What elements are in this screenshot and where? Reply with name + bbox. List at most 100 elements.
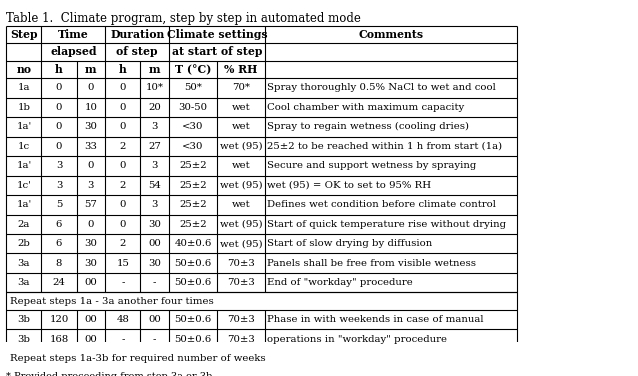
- Text: 27: 27: [148, 142, 161, 151]
- Text: 1b: 1b: [17, 103, 31, 112]
- Text: 1a': 1a': [17, 200, 31, 209]
- Text: 15: 15: [116, 259, 130, 268]
- Text: 3: 3: [87, 181, 94, 190]
- Text: 3: 3: [56, 181, 63, 190]
- Text: 1c': 1c': [17, 181, 31, 190]
- Text: Repeat steps 1a - 3a another four times: Repeat steps 1a - 3a another four times: [10, 297, 213, 306]
- Text: wet (95): wet (95): [219, 142, 262, 151]
- Text: operations in "workday" procedure: operations in "workday" procedure: [267, 335, 447, 344]
- Text: 30: 30: [148, 220, 161, 229]
- Text: -: -: [153, 278, 156, 287]
- Text: 1a: 1a: [18, 83, 30, 92]
- Text: 25±2: 25±2: [179, 220, 207, 229]
- Text: 2b: 2b: [17, 239, 31, 248]
- Text: -: -: [153, 335, 156, 344]
- Text: -: -: [121, 335, 124, 344]
- Text: 0: 0: [120, 83, 126, 92]
- Text: wet: wet: [232, 200, 250, 209]
- Text: 24: 24: [52, 278, 66, 287]
- Text: 25±2: 25±2: [179, 200, 207, 209]
- Text: 30: 30: [84, 259, 98, 268]
- Text: 1a': 1a': [17, 123, 31, 131]
- Text: 120: 120: [49, 315, 69, 324]
- Text: wet: wet: [232, 161, 250, 170]
- Text: 0: 0: [120, 161, 126, 170]
- Text: Secure and support wetness by spraying: Secure and support wetness by spraying: [267, 161, 477, 170]
- Text: Step: Step: [10, 29, 38, 40]
- Text: 0: 0: [56, 103, 62, 112]
- Text: 168: 168: [49, 335, 69, 344]
- Text: Defines wet condition before climate control: Defines wet condition before climate con…: [267, 200, 496, 209]
- Text: 3: 3: [151, 123, 158, 131]
- Text: 33: 33: [84, 142, 98, 151]
- Text: 3a: 3a: [18, 278, 30, 287]
- Text: 00: 00: [85, 315, 97, 324]
- Text: 48: 48: [116, 315, 130, 324]
- Text: 70±3: 70±3: [227, 259, 255, 268]
- Text: Start of slow drying by diffusion: Start of slow drying by diffusion: [267, 239, 433, 248]
- Text: 3: 3: [151, 161, 158, 170]
- Text: 2: 2: [120, 142, 126, 151]
- Text: 70±3: 70±3: [227, 278, 255, 287]
- Text: -: -: [121, 278, 124, 287]
- Text: 50±0.6: 50±0.6: [174, 315, 212, 324]
- Text: 30-50: 30-50: [179, 103, 207, 112]
- Text: 20: 20: [149, 103, 161, 112]
- Text: 0: 0: [56, 123, 62, 131]
- Text: 5: 5: [56, 200, 62, 209]
- Text: 25±2: 25±2: [179, 181, 207, 190]
- Text: 6: 6: [56, 239, 62, 248]
- Text: Panels shall be free from visible wetness: Panels shall be free from visible wetnes…: [267, 259, 477, 268]
- Text: 0: 0: [88, 220, 94, 229]
- Text: Repeat steps 1a-3b for required number of weeks: Repeat steps 1a-3b for required number o…: [10, 354, 265, 363]
- Text: 50±0.6: 50±0.6: [174, 278, 212, 287]
- Text: Table 1.  Climate program, step by step in automated mode: Table 1. Climate program, step by step i…: [6, 12, 361, 25]
- Text: 0: 0: [120, 123, 126, 131]
- Text: 70*: 70*: [232, 83, 250, 92]
- Text: 70±3: 70±3: [227, 315, 255, 324]
- Text: 57: 57: [84, 200, 98, 209]
- Text: of step: of step: [116, 46, 158, 58]
- Text: m: m: [85, 64, 97, 75]
- Text: 2: 2: [120, 239, 126, 248]
- Text: h: h: [119, 64, 127, 75]
- Text: 30: 30: [148, 259, 161, 268]
- Text: 00: 00: [149, 315, 161, 324]
- Text: m: m: [149, 64, 161, 75]
- Text: 50±0.6: 50±0.6: [174, 335, 212, 344]
- Text: * Provided proceeding from step 3a or 3b: * Provided proceeding from step 3a or 3b: [6, 371, 212, 376]
- Text: Start of quick temperature rise without drying: Start of quick temperature rise without …: [267, 220, 507, 229]
- Text: 6: 6: [56, 220, 62, 229]
- Text: wet (95) = OK to set to 95% RH: wet (95) = OK to set to 95% RH: [267, 181, 431, 190]
- Text: <30: <30: [182, 123, 204, 131]
- Text: <30: <30: [182, 142, 204, 151]
- Text: 3a: 3a: [18, 259, 30, 268]
- Text: 0: 0: [88, 83, 94, 92]
- Text: 50±0.6: 50±0.6: [174, 259, 212, 268]
- Text: 25±2: 25±2: [179, 161, 207, 170]
- Text: Comments: Comments: [358, 29, 424, 40]
- Text: wet (95): wet (95): [219, 220, 262, 229]
- Text: 40±0.6: 40±0.6: [174, 239, 212, 248]
- Text: no: no: [17, 64, 31, 75]
- Text: Spray thoroughly 0.5% NaCl to wet and cool: Spray thoroughly 0.5% NaCl to wet and co…: [267, 83, 496, 92]
- Text: wet: wet: [232, 123, 250, 131]
- Text: Cool chamber with maximum capacity: Cool chamber with maximum capacity: [267, 103, 464, 112]
- Text: wet (95): wet (95): [219, 239, 262, 248]
- Text: 3: 3: [56, 161, 63, 170]
- Text: 1a': 1a': [17, 161, 31, 170]
- Text: 1c: 1c: [18, 142, 30, 151]
- Text: wet: wet: [232, 103, 250, 112]
- Text: Phase in with weekends in case of manual: Phase in with weekends in case of manual: [267, 315, 484, 324]
- Text: 0: 0: [120, 220, 126, 229]
- Text: 0: 0: [56, 142, 62, 151]
- Text: End of "workday" procedure: End of "workday" procedure: [267, 278, 413, 287]
- Text: elapsed: elapsed: [50, 46, 96, 58]
- Text: 00: 00: [149, 239, 161, 248]
- Text: 25±2 to be reached within 1 h from start (1a): 25±2 to be reached within 1 h from start…: [267, 142, 503, 151]
- Text: 2: 2: [120, 181, 126, 190]
- Text: Spray to regain wetness (cooling dries): Spray to regain wetness (cooling dries): [267, 122, 470, 132]
- Text: Climate settings: Climate settings: [167, 29, 267, 40]
- Text: 00: 00: [85, 278, 97, 287]
- Text: Time: Time: [58, 29, 89, 40]
